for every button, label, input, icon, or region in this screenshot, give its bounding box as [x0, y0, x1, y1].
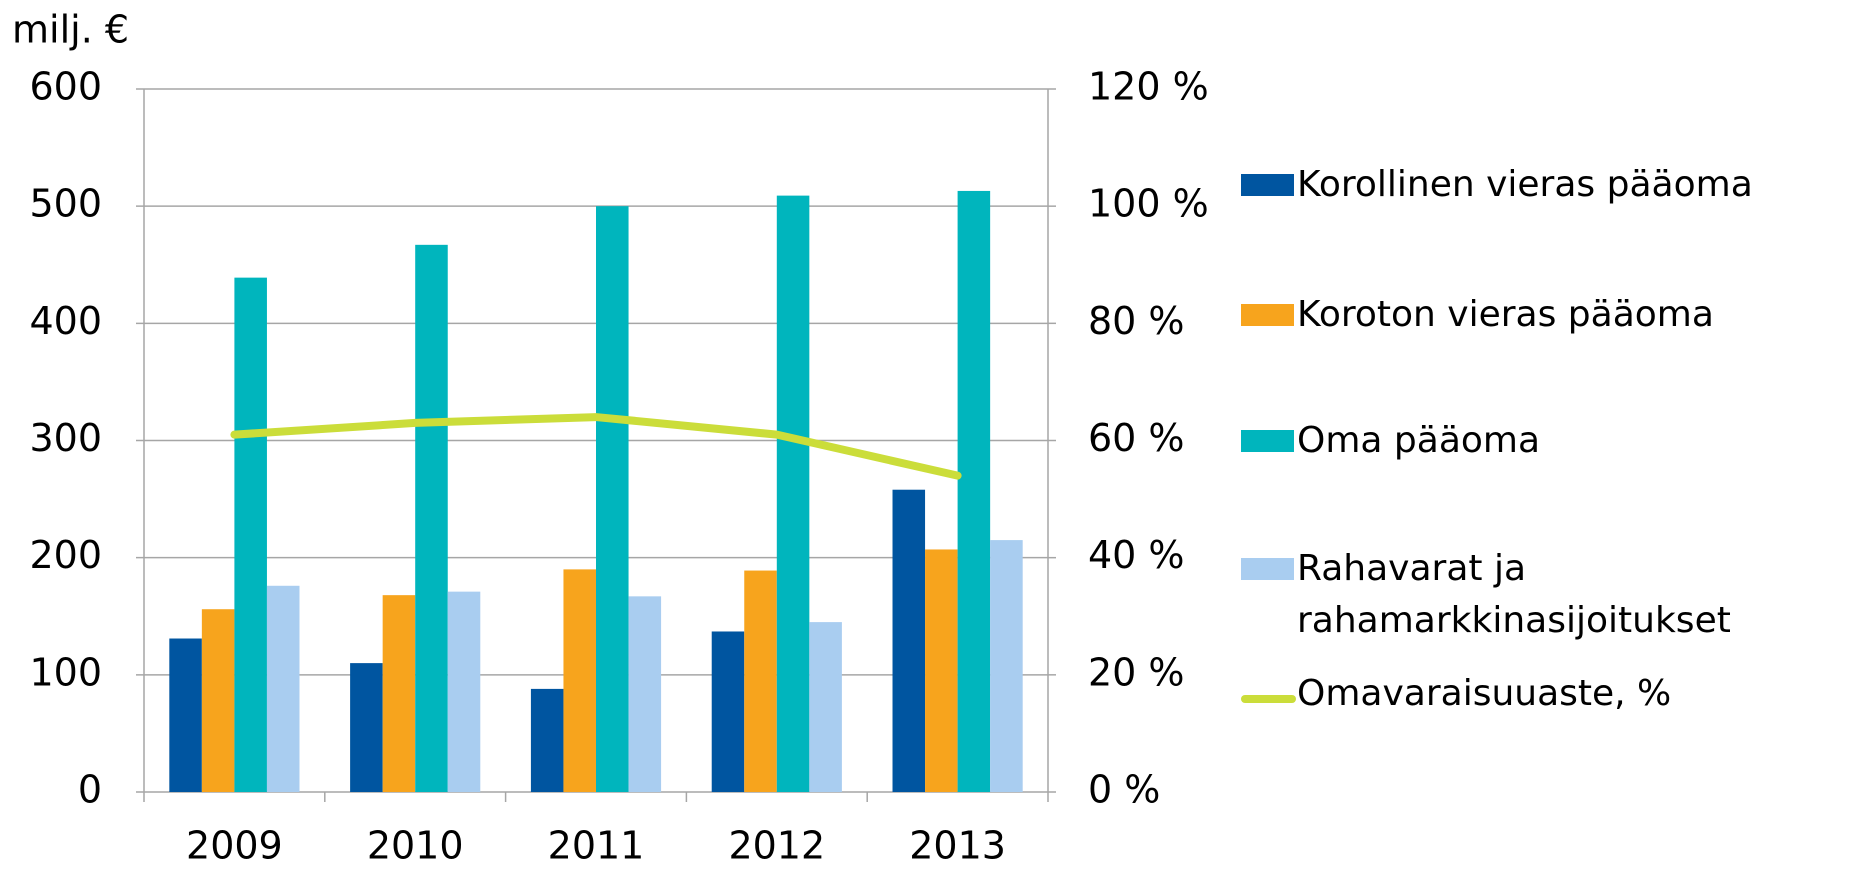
- y-tick-label: 300: [29, 416, 102, 460]
- x-tick-label: 2011: [548, 824, 645, 868]
- bar: [530, 688, 564, 792]
- bar: [711, 631, 745, 792]
- x-tick-label: 2013: [909, 824, 1006, 868]
- bar: [925, 549, 958, 792]
- bar: [596, 206, 629, 792]
- y-tick-label: 0: [78, 768, 102, 812]
- legend-swatch: [1241, 174, 1294, 196]
- bar: [201, 609, 235, 792]
- bar: [809, 622, 842, 792]
- y2-tick-label: 0 %: [1088, 768, 1160, 812]
- y2-tick-label: 100 %: [1088, 182, 1209, 226]
- y-tick-label: 400: [29, 299, 102, 343]
- y2-tick-label: 60 %: [1088, 416, 1185, 460]
- bar: [744, 570, 777, 792]
- bar: [957, 190, 991, 792]
- y2-tick-label: 120 %: [1088, 65, 1209, 109]
- x-tick-label: 2010: [367, 824, 464, 868]
- bar: [628, 596, 662, 792]
- y2-tick-label: 80 %: [1088, 299, 1185, 343]
- legend-label: Oma pääoma: [1297, 420, 1541, 461]
- bar: [234, 277, 267, 793]
- legend-swatch: [1241, 304, 1294, 326]
- bar: [350, 663, 383, 792]
- bar: [990, 540, 1023, 792]
- y-tick-label: 600: [29, 65, 102, 109]
- y-tick-label: 500: [29, 182, 102, 226]
- bar: [892, 489, 926, 792]
- y2-tick-label: 20 %: [1088, 650, 1185, 694]
- legend-swatch: [1241, 558, 1294, 580]
- legend-label: Koroton vieras pääoma: [1297, 294, 1714, 335]
- legend-label: Rahavarat ja rahamarkkinasijoitukset: [1297, 548, 1731, 641]
- y2-tick-label: 40 %: [1088, 533, 1185, 577]
- bar: [169, 638, 202, 792]
- y-tick-label: 100: [29, 650, 102, 694]
- legend-swatch: [1241, 430, 1294, 452]
- bar: [415, 244, 448, 792]
- bar: [382, 595, 416, 792]
- bar: [776, 195, 810, 792]
- y-tick-label: 200: [29, 533, 102, 577]
- legend-label: Omavaraisuuaste, %: [1297, 673, 1672, 714]
- line-series: [230, 413, 962, 480]
- y-axis-label: milj. €: [12, 8, 129, 52]
- bar: [447, 591, 481, 792]
- bar: [266, 585, 300, 792]
- bar: [563, 569, 596, 792]
- x-tick-label: 2009: [186, 824, 283, 868]
- x-tick-label: 2012: [728, 824, 825, 868]
- legend-label: Korollinen vieras pääoma: [1297, 164, 1753, 205]
